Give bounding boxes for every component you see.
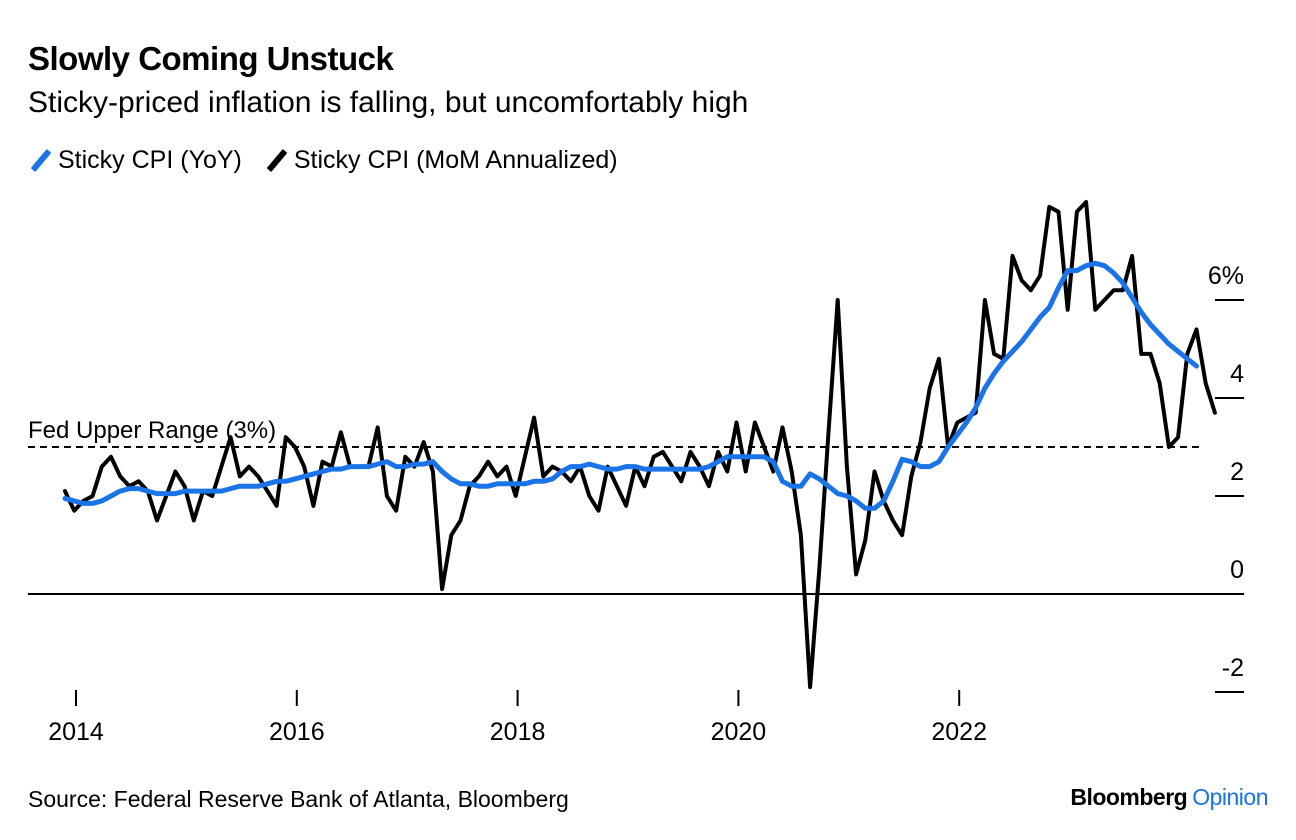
brand-name: Bloomberg <box>1070 784 1188 810</box>
x-tick-label-2020: 2020 <box>711 718 767 746</box>
legend: Sticky CPI (YoY) Sticky CPI (MoM Annuali… <box>28 146 640 175</box>
legend-item-mom: Sticky CPI (MoM Annualized) <box>264 146 618 175</box>
chart-title: Slowly Coming Unstuck <box>28 40 394 77</box>
x-tick-label-2014: 2014 <box>48 718 104 746</box>
brand-logo: Bloomberg Opinion <box>1070 784 1268 811</box>
y-tick-label-6: 6% <box>1208 262 1244 290</box>
legend-item-yoy: Sticky CPI (YoY) <box>28 146 242 175</box>
x-tick-label-2016: 2016 <box>269 718 325 746</box>
x-tick-label-2022: 2022 <box>931 718 987 746</box>
brand-suffix: Opinion <box>1192 784 1268 810</box>
series-line-yoy <box>62 260 1199 511</box>
y-tick-label-2: 2 <box>1230 458 1244 486</box>
y-tick-label-0: 0 <box>1230 556 1244 584</box>
source-note: Source: Federal Reserve Bank of Atlanta,… <box>28 786 569 812</box>
legend-label-yoy: Sticky CPI (YoY) <box>58 146 242 174</box>
legend-label-mom: Sticky CPI (MoM Annualized) <box>293 146 618 174</box>
chart-subtitle: Sticky-priced inflation is falling, but … <box>28 86 749 119</box>
x-tick-label-2018: 2018 <box>490 718 546 746</box>
y-tick-label--2: -2 <box>1222 654 1244 682</box>
y-tick-label-4: 4 <box>1230 360 1244 388</box>
fed-upper-range-label: Fed Upper Range (3%) <box>28 417 276 444</box>
series-line-mom <box>63 200 1217 690</box>
